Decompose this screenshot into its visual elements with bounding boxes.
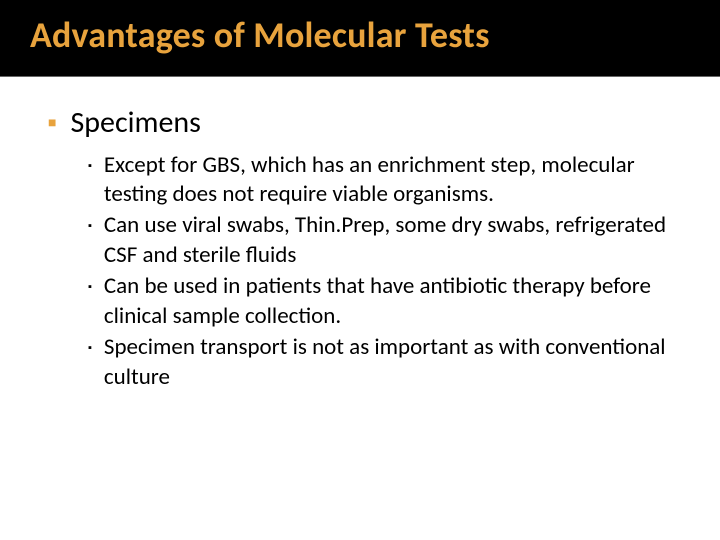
list-item-label: Specimen transport is not as important a… [104,333,684,392]
list-item-label: Specimens [70,105,200,141]
list-item: ▪ Can be used in patients that have anti… [88,272,684,331]
bullet-icon: ■ [48,105,56,141]
list-item: ■ Specimens [48,105,684,141]
slide: Advantages of Molecular Tests ■ Specimen… [0,0,720,540]
bullet-icon: ▪ [88,151,92,181]
list-item-label: Can be used in patients that have antibi… [104,272,684,331]
bullet-icon: ▪ [88,333,92,363]
list-item-label: Except for GBS, which has an enrichment … [104,151,684,210]
sub-list: ▪ Except for GBS, which has an enrichmen… [48,151,684,393]
bullet-icon: ▪ [88,272,92,302]
slide-title: Advantages of Molecular Tests [30,16,720,56]
list-item-label: Can use viral swabs, Thin.Prep, some dry… [104,211,684,270]
title-bar: Advantages of Molecular Tests [0,0,720,77]
list-item: ▪ Except for GBS, which has an enrichmen… [88,151,684,210]
bullet-icon: ▪ [88,211,92,241]
list-item: ▪ Can use viral swabs, Thin.Prep, some d… [88,211,684,270]
list-item: ▪ Specimen transport is not as important… [88,333,684,392]
slide-body: ■ Specimens ▪ Except for GBS, which has … [0,77,720,393]
